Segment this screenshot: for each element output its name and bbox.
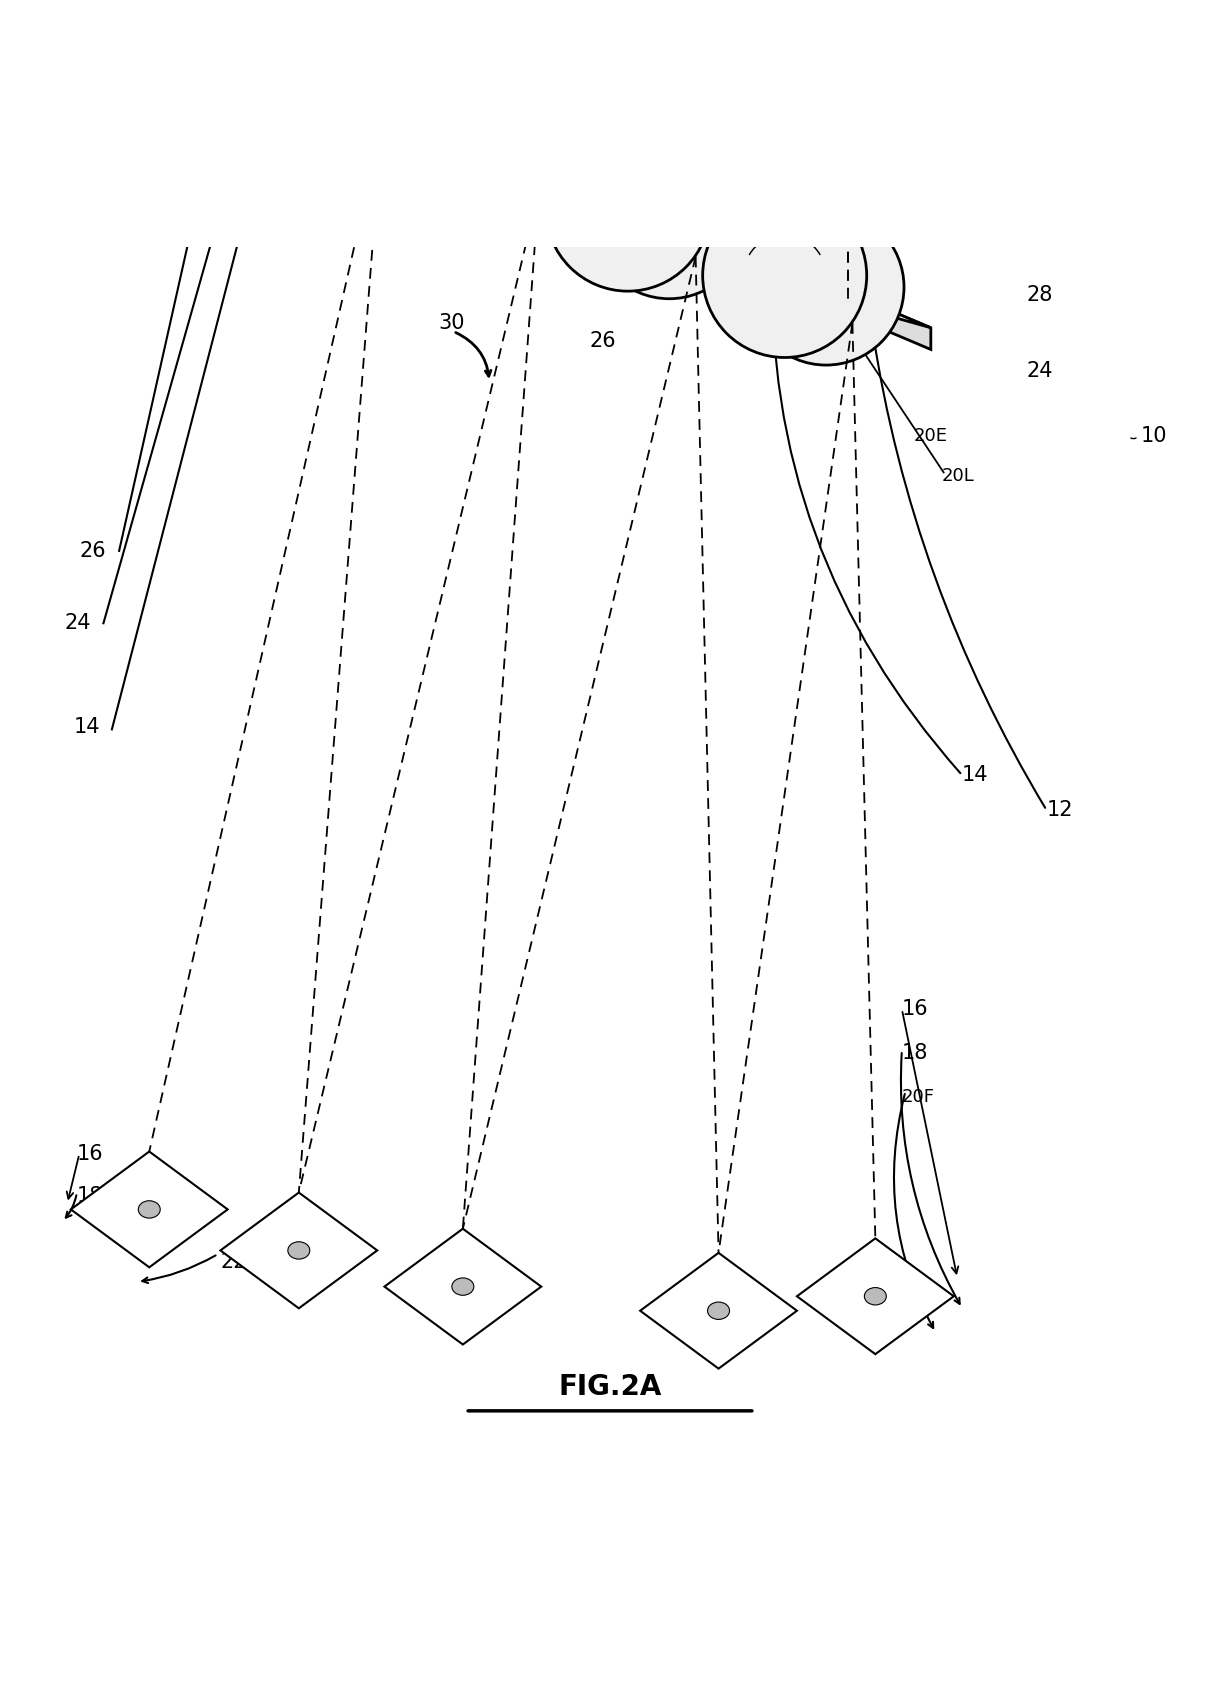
Circle shape <box>703 194 866 357</box>
Text: 22: 22 <box>221 1253 246 1273</box>
Polygon shape <box>797 1238 954 1355</box>
Circle shape <box>434 76 590 233</box>
Text: 18: 18 <box>902 1042 928 1062</box>
Text: 26: 26 <box>589 332 616 350</box>
Text: 20L: 20L <box>942 468 975 484</box>
Text: 16: 16 <box>77 1144 104 1165</box>
Ellipse shape <box>451 1278 473 1295</box>
Text: 14: 14 <box>963 765 988 785</box>
Text: 12: 12 <box>1047 801 1074 819</box>
Circle shape <box>592 143 747 299</box>
Text: B: B <box>470 1253 484 1273</box>
Polygon shape <box>304 63 931 350</box>
Polygon shape <box>221 1192 377 1309</box>
Text: 20E: 20E <box>914 427 948 445</box>
Text: 30: 30 <box>439 313 465 333</box>
Text: 28: 28 <box>1026 286 1053 306</box>
Ellipse shape <box>708 1302 730 1319</box>
Ellipse shape <box>138 1200 160 1219</box>
Text: 26: 26 <box>79 541 106 561</box>
Text: 24: 24 <box>65 614 92 634</box>
Text: 16: 16 <box>902 1000 928 1020</box>
Text: 24: 24 <box>1026 360 1053 381</box>
Circle shape <box>748 209 904 366</box>
Text: 14: 14 <box>73 717 100 738</box>
Ellipse shape <box>288 1241 310 1260</box>
Polygon shape <box>640 1253 797 1369</box>
Circle shape <box>278 10 433 167</box>
Circle shape <box>545 128 710 291</box>
Polygon shape <box>384 1229 542 1345</box>
Text: 20F: 20F <box>902 1088 935 1107</box>
Circle shape <box>232 0 396 158</box>
Ellipse shape <box>864 1287 886 1306</box>
Circle shape <box>389 61 553 224</box>
Text: 10: 10 <box>1141 427 1168 447</box>
Polygon shape <box>210 36 931 328</box>
Text: FIG.2A: FIG.2A <box>559 1372 661 1401</box>
Text: 18: 18 <box>77 1187 104 1207</box>
Polygon shape <box>71 1151 228 1266</box>
